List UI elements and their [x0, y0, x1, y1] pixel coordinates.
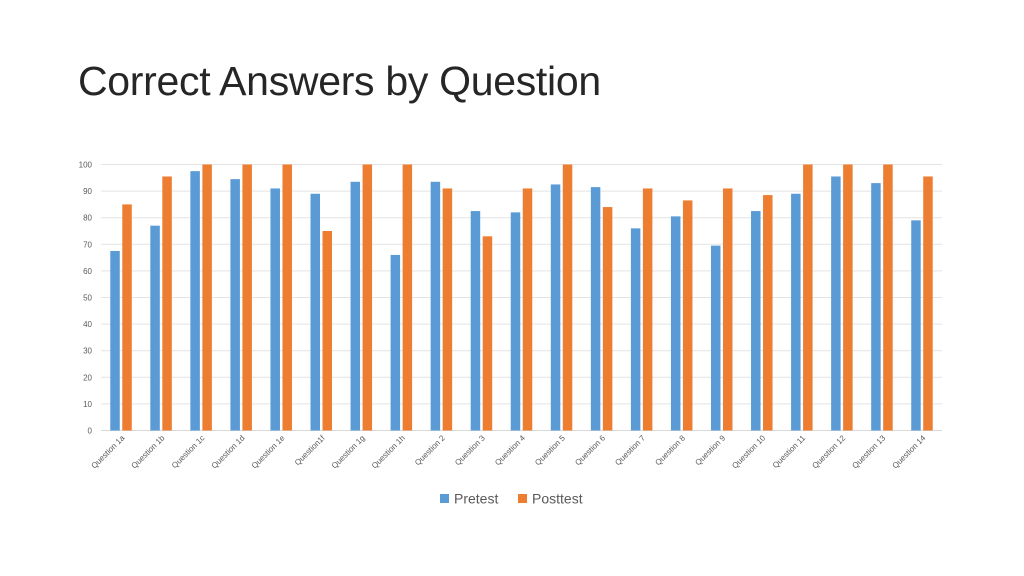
y-tick-label: 70 [83, 240, 92, 249]
x-category-label: Question 14 [891, 433, 928, 470]
x-category-label: Question 1e [250, 433, 287, 470]
y-tick-label: 100 [79, 161, 93, 170]
y-tick-label: 90 [83, 187, 92, 196]
x-category-label: Question 4 [493, 433, 527, 467]
bar-posttest-3 [202, 164, 212, 431]
bar-pretest-20 [871, 183, 881, 431]
x-category-label: Question 6 [573, 433, 607, 467]
bar-pretest-19 [831, 176, 841, 431]
bar-pretest-5 [270, 188, 280, 431]
bar-posttest-11 [522, 188, 533, 431]
bar-posttest-18 [803, 164, 813, 431]
x-axis-categories: Question 1a Question 1b Question 1c Questio… [90, 433, 928, 470]
bar-posttest-4 [242, 164, 252, 431]
bar-posttest-12 [562, 164, 573, 431]
bar-pretest-21 [911, 220, 921, 431]
bar-posttest-13 [602, 207, 613, 431]
bar-pretest-2 [150, 225, 160, 431]
bar-posttest-17 [763, 195, 773, 431]
y-tick-label: 0 [88, 427, 93, 436]
bar-posttest-9 [442, 188, 453, 431]
bar-posttest-14 [642, 188, 653, 431]
bar-pretest-17 [751, 211, 761, 431]
x-category-label: Question 10 [730, 433, 767, 470]
bar-pretest-6 [310, 193, 321, 431]
y-axis-ticks: 0 10 20 30 40 50 60 70 80 90 100 [79, 161, 93, 436]
legend-swatch-posttest [518, 494, 527, 503]
bar-posttest-5 [282, 164, 292, 431]
bar-pretest-8 [390, 254, 401, 431]
y-tick-label: 40 [83, 320, 92, 329]
bar-pretest-10 [470, 211, 481, 431]
bar-pretest-1 [110, 250, 120, 431]
bar-posttest-6 [322, 231, 333, 431]
x-category-label: Question 13 [850, 433, 887, 470]
bar-posttest-2 [162, 176, 172, 431]
y-tick-label: 10 [83, 400, 92, 409]
bar-posttest-20 [883, 164, 893, 431]
y-tick-label: 60 [83, 267, 92, 276]
x-category-label: Question 12 [810, 433, 847, 470]
bar-pretest-13 [590, 187, 601, 431]
legend-label-posttest: Posttest [532, 491, 583, 507]
x-category-label: Question 1c [170, 434, 207, 471]
x-category-label: Question 8 [653, 433, 687, 467]
slide-title: Correct Answers by Question [78, 58, 601, 104]
bar-posttest-7 [362, 164, 373, 431]
bar-posttest-1 [122, 204, 132, 431]
legend: Pretest Posttest [440, 491, 583, 507]
y-tick-label: 80 [83, 214, 92, 223]
x-category-label: Question 1h [370, 434, 407, 471]
bar-posttest-8 [402, 164, 413, 431]
y-tick-label: 20 [83, 373, 92, 382]
x-category-label: Question 1g [330, 434, 367, 471]
bar-pretest-9 [430, 181, 441, 431]
bar-pretest-3 [190, 171, 200, 431]
gridlines [101, 164, 942, 431]
x-category-label: Question 1d [210, 434, 247, 471]
bar-pretest-16 [710, 245, 721, 431]
x-category-label: Question 9 [693, 433, 727, 467]
y-tick-label: 50 [83, 294, 92, 303]
x-category-label: Question1f [293, 433, 327, 467]
x-category-label: Question 2 [413, 433, 447, 467]
x-category-label: Question 3 [453, 433, 487, 467]
x-category-label: Question 5 [533, 433, 567, 467]
bar-pretest-18 [791, 193, 801, 431]
bar-posttest-16 [722, 188, 733, 431]
bar-posttest-15 [682, 200, 693, 431]
x-category-label: Question 11 [771, 433, 808, 470]
x-category-label: Question 7 [613, 433, 647, 467]
legend-label-pretest: Pretest [454, 491, 498, 507]
legend-swatch-pretest [440, 494, 449, 503]
bar-pretest-14 [630, 228, 641, 431]
x-category-label: Question 1b [130, 433, 167, 470]
bar-posttest-19 [843, 164, 853, 431]
bars [110, 164, 933, 431]
bar-pretest-7 [350, 181, 361, 431]
bar-posttest-21 [923, 176, 933, 431]
x-category-label: Question 1a [90, 433, 127, 470]
bar-pretest-4 [230, 179, 240, 431]
bar-pretest-12 [550, 184, 561, 431]
bar-posttest-10 [482, 236, 493, 431]
y-tick-label: 30 [83, 347, 92, 356]
bar-pretest-11 [510, 212, 521, 431]
bar-pretest-15 [670, 216, 681, 431]
